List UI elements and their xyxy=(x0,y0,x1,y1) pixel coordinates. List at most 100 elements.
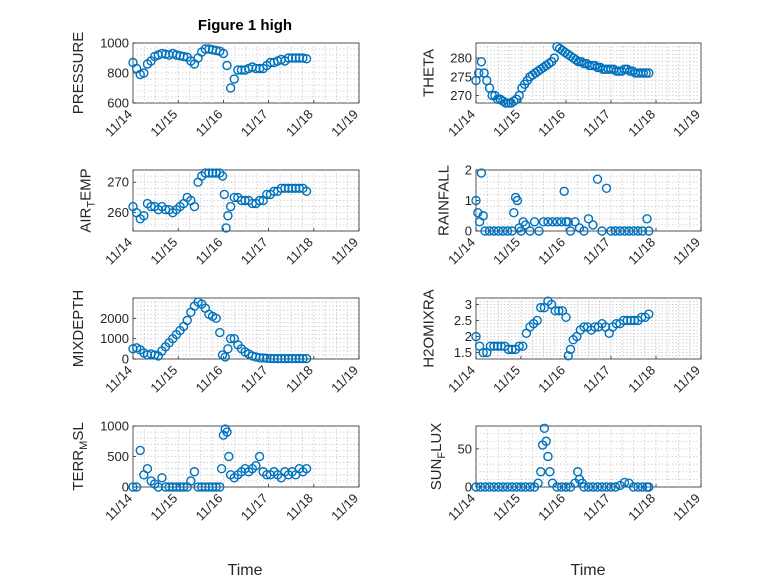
data-point xyxy=(475,482,486,492)
y-tick-label: 600 xyxy=(107,96,129,111)
data-point xyxy=(189,201,200,212)
data-point xyxy=(204,482,214,492)
y-tick-label: 275 xyxy=(450,69,472,84)
data-point xyxy=(525,482,535,492)
data-point xyxy=(480,226,490,236)
data-point xyxy=(291,53,301,63)
data-point xyxy=(142,464,153,474)
data-point xyxy=(219,189,230,200)
data-point xyxy=(583,214,594,224)
data-point xyxy=(597,226,607,236)
data-point xyxy=(287,353,297,364)
data-point xyxy=(301,353,312,364)
data-point xyxy=(601,482,612,492)
data-point xyxy=(216,464,227,474)
data-point xyxy=(139,68,149,78)
data-point xyxy=(509,207,519,218)
data-point xyxy=(287,53,297,63)
x-tick-label: 11/17 xyxy=(580,363,613,396)
data-point xyxy=(476,168,487,178)
data-point xyxy=(478,211,488,221)
data-point xyxy=(606,482,616,492)
x-tick-label: 11/15 xyxy=(490,107,523,140)
data-point xyxy=(549,53,559,63)
data-point xyxy=(301,54,312,64)
y-tick-label: 0 xyxy=(465,480,472,495)
x-tick-label: 11/19 xyxy=(328,363,361,396)
data-point xyxy=(590,60,600,71)
data-point xyxy=(484,482,495,492)
x-tick-label: 11/16 xyxy=(193,107,226,140)
data-point xyxy=(175,482,185,492)
x-tick-label: 11/16 xyxy=(193,363,226,396)
data-point xyxy=(225,201,236,212)
data-point xyxy=(502,226,513,236)
data-point xyxy=(186,476,196,486)
data-point xyxy=(547,217,558,227)
data-point xyxy=(254,195,265,206)
data-point xyxy=(489,341,499,351)
data-point xyxy=(294,353,305,364)
data-point xyxy=(229,74,239,84)
data-point xyxy=(512,195,523,206)
data-point xyxy=(164,482,174,492)
data-point xyxy=(485,341,496,351)
data-point xyxy=(265,353,276,364)
x-tick-label: 11/16 xyxy=(535,491,568,524)
data-point xyxy=(493,482,504,492)
data-point xyxy=(511,482,522,492)
data-point xyxy=(160,482,171,492)
data-point xyxy=(536,467,546,477)
data-point xyxy=(251,63,261,74)
x-tick-label: 11/19 xyxy=(670,235,703,268)
data-point xyxy=(579,226,589,236)
y-axis-label-pressure: PRESSURE xyxy=(70,32,87,115)
data-point xyxy=(545,467,555,477)
y-tick-label: 1.5 xyxy=(454,345,472,360)
data-point xyxy=(543,217,553,227)
data-point xyxy=(626,315,636,326)
data-point xyxy=(516,226,526,236)
data-point xyxy=(520,220,531,230)
data-point xyxy=(217,350,228,360)
data-point xyxy=(514,341,524,351)
data-point xyxy=(503,344,514,355)
x-tick-label: 11/14 xyxy=(102,235,135,268)
data-point xyxy=(215,482,225,492)
data-point xyxy=(251,460,261,471)
x-tick-label: 11/15 xyxy=(490,363,523,396)
y-tick-label: 1000 xyxy=(100,419,129,434)
y-axis-label-air-temp: AIRTEMP xyxy=(78,168,98,232)
subplot-theta: 270 275 280 11/14 11/15 11/16 11/17 11/18 11/19 T… xyxy=(421,42,703,140)
data-point xyxy=(157,473,167,483)
y-tick-label: 2 xyxy=(465,163,472,178)
y-tick-label: 1000 xyxy=(100,36,129,51)
data-point xyxy=(493,226,504,236)
subplot-terr-msl: 0 500 1000 11/14 11/15 11/16 11/17 11/18 11/19 TE… xyxy=(70,419,361,524)
subplot-mixdepth: 0 1000 2000 11/14 11/15 11/16 11/17 11/18 11/19 M… xyxy=(70,290,361,396)
data-point xyxy=(498,226,508,236)
data-point xyxy=(543,451,553,462)
data-point xyxy=(301,464,312,474)
data-point xyxy=(492,341,503,351)
data-point xyxy=(171,482,182,492)
data-point xyxy=(135,445,145,456)
y-tick-label: 270 xyxy=(107,175,129,190)
data-point xyxy=(178,51,189,62)
data-point xyxy=(211,482,221,492)
data-point xyxy=(492,94,503,104)
x-tick-label: 11/16 xyxy=(193,235,226,268)
data-point xyxy=(217,171,228,181)
figure-title: Figure 1 high xyxy=(198,17,292,34)
data-point xyxy=(601,183,612,194)
y-tick-label: 270 xyxy=(450,88,472,103)
data-point xyxy=(223,211,233,221)
x-tick-label: 11/14 xyxy=(102,107,135,140)
data-point xyxy=(637,226,648,236)
data-point xyxy=(200,168,211,178)
data-point xyxy=(280,353,290,364)
data-point xyxy=(618,315,629,326)
data-point xyxy=(628,482,639,492)
y-tick-label: 500 xyxy=(107,449,129,464)
axes-box xyxy=(475,297,702,360)
